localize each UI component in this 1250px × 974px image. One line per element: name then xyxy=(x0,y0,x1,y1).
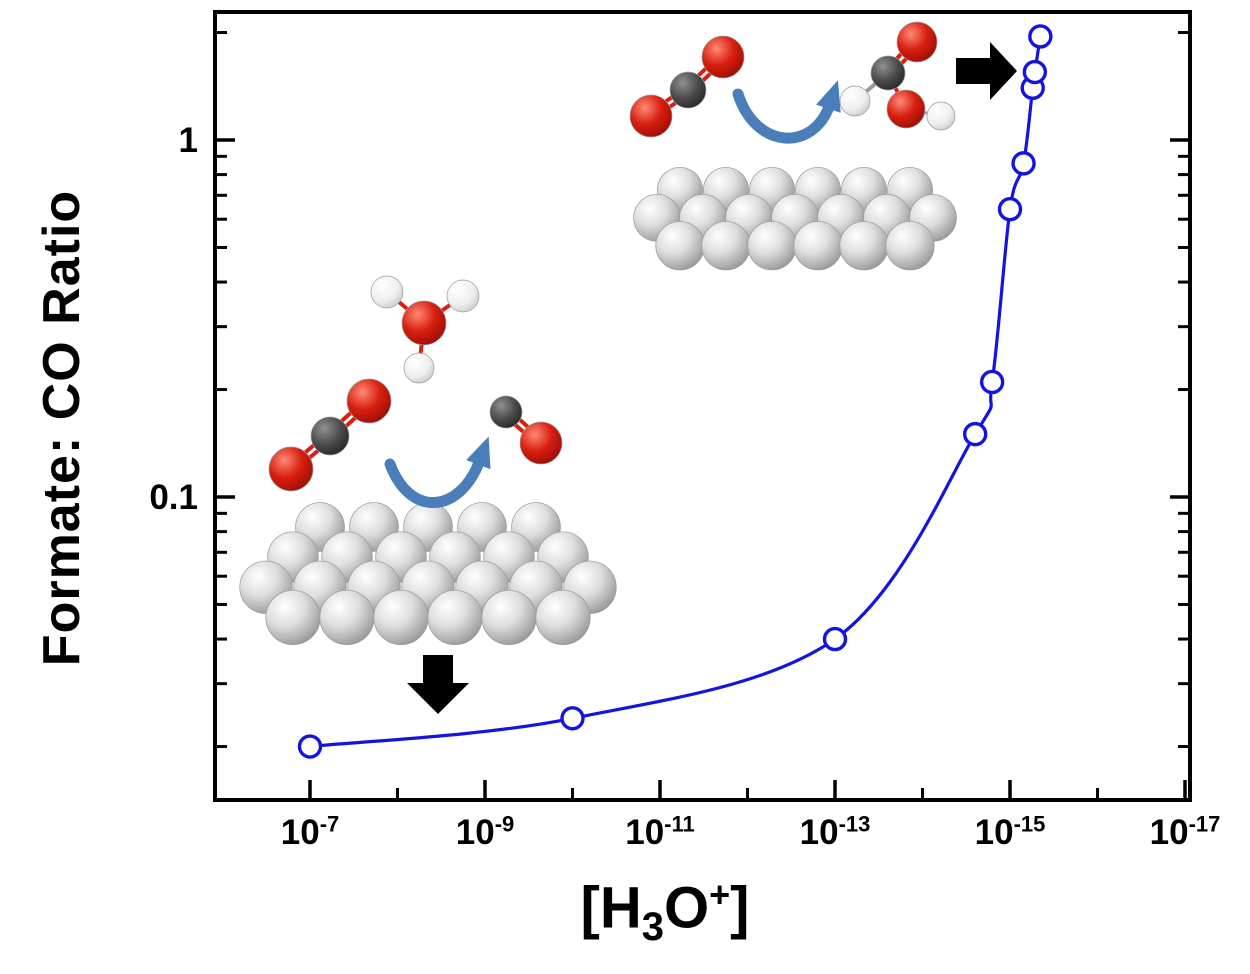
metal-atom xyxy=(481,589,537,645)
x-tick-label: 10-13 xyxy=(799,811,871,852)
data-point-marker xyxy=(1022,59,1048,85)
co2-to-formate-on-metal-surface xyxy=(629,21,1017,271)
reaction-arrow-icon xyxy=(384,436,491,508)
plot-frame xyxy=(213,10,1192,802)
metal-atom xyxy=(427,589,483,645)
oxygen-atom xyxy=(346,378,392,424)
metal-atom xyxy=(793,221,843,271)
y-axis-title: Formate: CO Ratio xyxy=(33,189,91,667)
metal-atom xyxy=(373,589,429,645)
x-tick-label: 10-17 xyxy=(1149,811,1221,852)
data-point-marker xyxy=(560,706,585,731)
x-tick-label: 10-15 xyxy=(974,811,1046,852)
reaction-arrow-icon xyxy=(732,80,841,144)
reaction-illustrations xyxy=(239,21,1017,714)
hydrogen-atom xyxy=(446,279,480,313)
data-point-marker xyxy=(979,369,1005,395)
x-title-text: O xyxy=(663,875,710,941)
x-title-text: ] xyxy=(730,875,750,941)
x-title-subscript: 3 xyxy=(641,905,664,950)
y-tick-label: 1 xyxy=(178,121,198,160)
carbon-atom xyxy=(489,395,523,429)
x-axis-title: [H3O+] xyxy=(580,874,750,948)
hydrogen-atom xyxy=(370,275,404,309)
oxygen-atom xyxy=(886,89,926,129)
metal-atom xyxy=(265,589,321,645)
metal-atom xyxy=(885,221,935,271)
data-point-marker xyxy=(822,626,848,652)
hydrogen-atom xyxy=(926,101,956,131)
data-point-marker xyxy=(1011,151,1036,176)
data-point-marker xyxy=(962,421,988,447)
x-title-superscript: + xyxy=(709,874,731,916)
data-point-marker xyxy=(997,196,1023,222)
data-point-marker xyxy=(297,734,323,759)
hydrogen-atom xyxy=(403,352,435,384)
oxygen-atom xyxy=(268,446,314,492)
hydrogen-atom xyxy=(839,85,871,117)
x-tick-label: 10-9 xyxy=(455,811,515,852)
axes xyxy=(213,10,1192,802)
oxygen-atom xyxy=(629,94,673,138)
x-tick-label: 10-7 xyxy=(280,811,340,852)
metal-atom xyxy=(655,221,705,271)
y-tick-label: 0.1 xyxy=(149,478,198,517)
metal-atom xyxy=(747,221,797,271)
co2-to-co-with-hydronium-on-metal-surface xyxy=(239,275,617,714)
oxygen-atom xyxy=(701,35,745,79)
carbon-atom xyxy=(669,71,707,109)
x-tick-label: 10-11 xyxy=(625,811,695,852)
oxygen-atom xyxy=(519,421,563,465)
metal-atom xyxy=(701,221,751,271)
metal-atom xyxy=(319,589,375,645)
data-series xyxy=(297,24,1053,759)
oxygen-atom xyxy=(896,21,938,63)
metal-atom xyxy=(839,221,889,271)
block-arrow-right-icon xyxy=(956,42,1017,100)
metal-atom xyxy=(535,589,591,645)
carbon-atom xyxy=(310,416,350,456)
data-point-marker xyxy=(1028,24,1053,49)
carbon-atom xyxy=(870,55,906,91)
block-arrow-down-icon xyxy=(407,655,469,714)
oxygen-atom xyxy=(401,300,447,346)
x-title-text: [H xyxy=(580,875,642,941)
series-line xyxy=(309,36,1042,749)
